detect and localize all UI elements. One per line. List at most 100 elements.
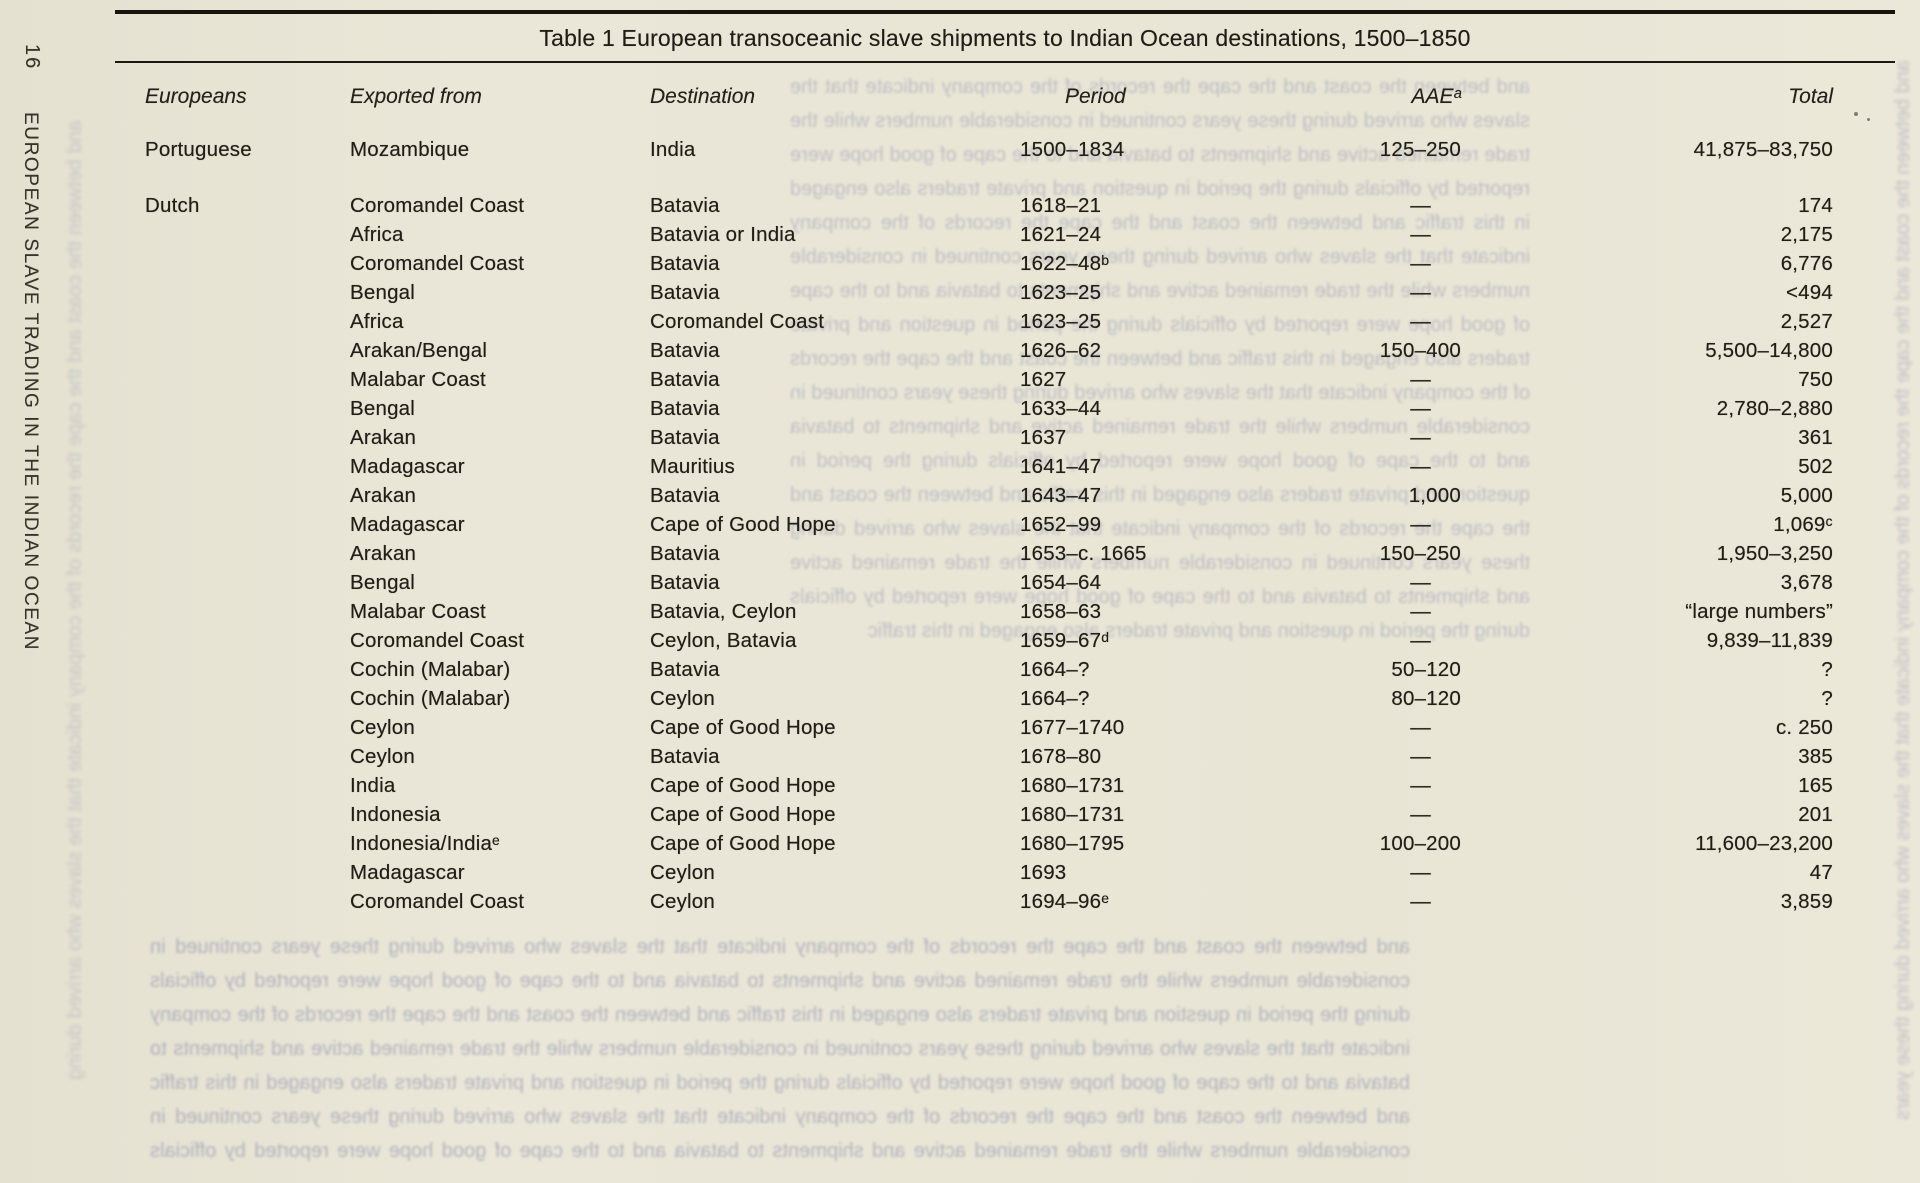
- column-header-total: Total: [1788, 85, 1833, 108]
- cell: Malabar Coast: [350, 600, 486, 623]
- cell: 1622–48ᵇ: [1020, 252, 1110, 275]
- cell: Batavia: [650, 484, 720, 507]
- cell: [115, 307, 350, 336]
- table-row: Coromandel Coast Batavia 1622–48ᵇ — 6,776: [115, 249, 1895, 278]
- cell: Arakan/Bengal: [350, 339, 488, 362]
- cell: 1626–62: [1020, 339, 1102, 362]
- cell: 3,859: [1780, 890, 1833, 913]
- cell: 11,600–23,200: [1695, 832, 1833, 855]
- cell: [115, 394, 350, 423]
- table-row: Cochin (Malabar) Ceylon 1664–? 80–120?: [115, 684, 1895, 713]
- cell: 1677–1740: [1020, 716, 1125, 739]
- cell: Cochin (Malabar): [350, 687, 511, 710]
- cell: —: [1410, 252, 1431, 275]
- cell: 3,678: [1780, 571, 1833, 594]
- cell: 1664–?: [1020, 658, 1090, 681]
- cell: Ceylon: [650, 890, 716, 913]
- table-row: Portuguese Mozambique India 1500–1834 125–25…: [115, 135, 1895, 164]
- cell: —: [1410, 426, 1431, 449]
- cell: 80–120: [1391, 687, 1461, 710]
- cell: [115, 452, 350, 481]
- cell: [115, 887, 350, 916]
- column-header-period: Period: [1065, 85, 1126, 108]
- table-row: Bengal Batavia 1623–25 — <494: [115, 278, 1895, 307]
- column-header-exported-from: Exported from: [350, 85, 482, 108]
- running-title: EUROPEAN SLAVE TRADING IN THE INDIAN OCE…: [20, 112, 41, 652]
- cell: Coromandel Coast: [350, 629, 525, 652]
- cell: —: [1410, 281, 1431, 304]
- cell: 2,175: [1780, 223, 1833, 246]
- cell: [115, 568, 350, 597]
- cell: [115, 684, 350, 713]
- table-row: Indonesia Cape of Good Hope 1680–1731 — 201: [115, 800, 1895, 829]
- cell: 1623–25: [1020, 310, 1102, 333]
- cell: Bengal: [350, 281, 416, 304]
- cell: India: [350, 774, 396, 797]
- cell: 201: [1798, 803, 1833, 826]
- table-row: Arakan Batavia 1637 — 361: [115, 423, 1895, 452]
- table-body: Portuguese Mozambique India 1500–1834 125–25…: [115, 135, 1895, 916]
- cell: 750: [1798, 368, 1833, 391]
- cell: —: [1410, 716, 1431, 739]
- column-header-europeans: Europeans: [145, 85, 247, 108]
- cell: —: [1410, 745, 1431, 768]
- cell: Cochin (Malabar): [350, 658, 511, 681]
- cell: —: [1410, 310, 1431, 333]
- cell: —: [1410, 513, 1431, 536]
- cell: Madagascar: [350, 513, 465, 536]
- cell: 5,500–14,800: [1705, 339, 1833, 362]
- cell: Bengal: [350, 397, 416, 420]
- cell: [115, 771, 350, 800]
- cell: Dutch: [145, 194, 200, 217]
- cell: —: [1410, 194, 1431, 217]
- cell: [115, 858, 350, 887]
- cell: [115, 481, 350, 510]
- table-row: Ceylon Batavia 1678–80 — 385: [115, 742, 1895, 771]
- table-row: Dutch Coromandel Coast Batavia 1618–21 — 174: [115, 191, 1895, 220]
- cell: [115, 626, 350, 655]
- cell: [115, 713, 350, 742]
- group-gap-cell: [115, 164, 1895, 191]
- table-row: Arakan Batavia 1643–47 1,000 5,000: [115, 481, 1895, 510]
- cell: Arakan: [350, 542, 417, 565]
- cell: [115, 278, 350, 307]
- cell: 2,780–2,880: [1716, 397, 1833, 420]
- cell: Indonesia: [350, 803, 441, 826]
- cell: Batavia, Ceylon: [650, 600, 797, 623]
- cell: 1680–1795: [1020, 832, 1125, 855]
- cell: [115, 800, 350, 829]
- table-block: Table 1 European transoceanic slave ship…: [115, 10, 1895, 916]
- cell: Africa: [350, 310, 404, 333]
- cell: 150–250: [1379, 542, 1461, 565]
- cell: ?: [1821, 658, 1833, 681]
- cell: Batavia: [650, 658, 720, 681]
- cell: Mauritius: [650, 455, 735, 478]
- cell: [115, 336, 350, 365]
- cell: Coromandel Coast: [650, 310, 825, 333]
- cell: Ceylon: [650, 687, 716, 710]
- cell: Cape of Good Hope: [650, 774, 836, 797]
- cell: 1621–24: [1020, 223, 1102, 246]
- cell: 1637: [1020, 426, 1067, 449]
- cell: —: [1410, 368, 1431, 391]
- cell: 1500–1834: [1020, 138, 1125, 161]
- table-row: Arakan/Bengal Batavia 1626–62 150–400 5,500–…: [115, 336, 1895, 365]
- cell: 50–120: [1391, 658, 1461, 681]
- cell: India: [650, 138, 696, 161]
- table-row: Madagascar Cape of Good Hope 1652–99 — 1,069…: [115, 510, 1895, 539]
- cell: 1,000: [1408, 484, 1461, 507]
- top-rule: [115, 10, 1895, 14]
- cell: Coromandel Coast: [350, 194, 525, 217]
- cell: 1643–47: [1020, 484, 1102, 507]
- column-header-destination: Destination: [650, 85, 756, 108]
- table-row: Indonesia/Indiaᵉ Cape of Good Hope 1680–17…: [115, 829, 1895, 858]
- cell: Malabar Coast: [350, 368, 486, 391]
- cell: 1664–?: [1020, 687, 1090, 710]
- cell: [115, 220, 350, 249]
- cell: Cape of Good Hope: [650, 716, 836, 739]
- cell: Ceylon, Batavia: [650, 629, 797, 652]
- cell: Batavia: [650, 194, 720, 217]
- title-rule: [115, 61, 1895, 63]
- cell: 9,839–11,839: [1706, 629, 1833, 652]
- cell: 165: [1798, 774, 1833, 797]
